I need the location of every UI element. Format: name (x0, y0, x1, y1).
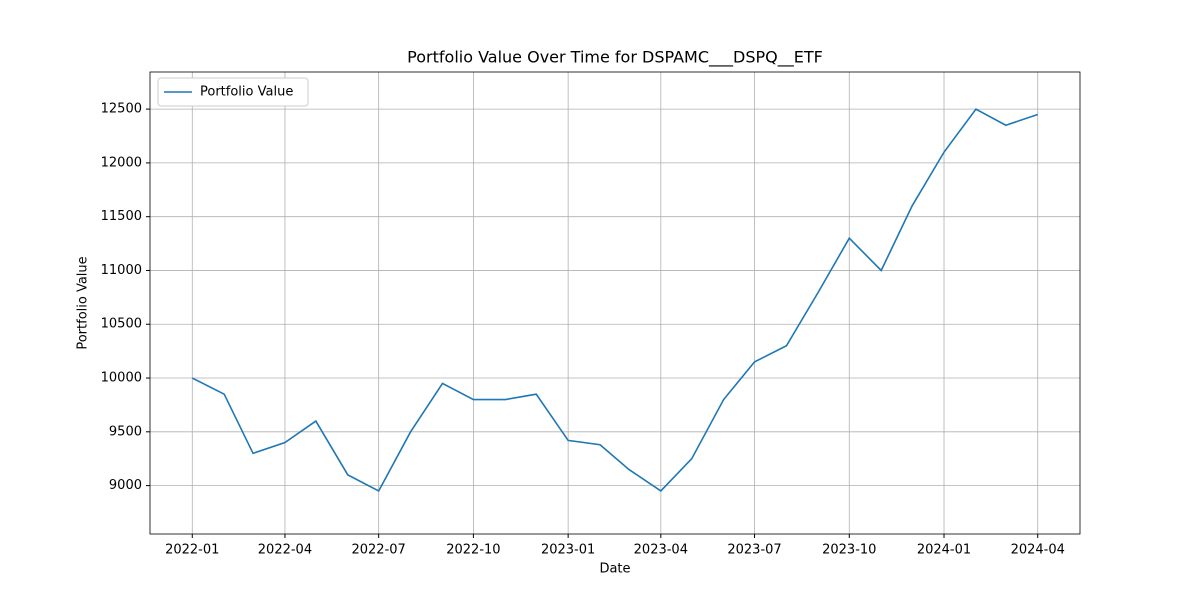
y-tick-label: 9000 (109, 478, 142, 493)
x-tick-label: 2022-07 (351, 543, 405, 558)
x-tick-label: 2023-01 (541, 543, 595, 558)
y-tick-label: 10500 (101, 317, 142, 332)
x-tick-label: 2022-10 (446, 543, 500, 558)
x-tick-label: 2022-01 (165, 543, 219, 558)
legend-label: Portfolio Value (200, 85, 293, 100)
x-axis-label: Date (599, 562, 630, 577)
x-tick-label: 2023-07 (727, 543, 781, 558)
legend-box (157, 77, 309, 107)
x-tick-label: 2022-04 (258, 543, 312, 558)
y-tick-label: 12500 (101, 102, 142, 117)
line (191, 108, 1038, 493)
y-tick-label: 11500 (101, 209, 142, 224)
plot-frame (149, 71, 1081, 535)
x-tick-label: 2024-01 (917, 543, 971, 558)
x-tick-label: 2023-10 (822, 543, 876, 558)
chart-title: Portfolio Value Over Time for DSPAMC___D… (407, 48, 823, 68)
y-tick-label: 9500 (109, 424, 142, 439)
x-tick-label: 2023-04 (634, 543, 688, 558)
y-tick-label: 12000 (101, 155, 142, 170)
y-tick-label: 11000 (101, 263, 142, 278)
x-tick-label: 2024-04 (1011, 543, 1065, 558)
y-axis-label: Portfolio Value (76, 256, 91, 349)
y-tick-label: 10000 (101, 371, 142, 386)
